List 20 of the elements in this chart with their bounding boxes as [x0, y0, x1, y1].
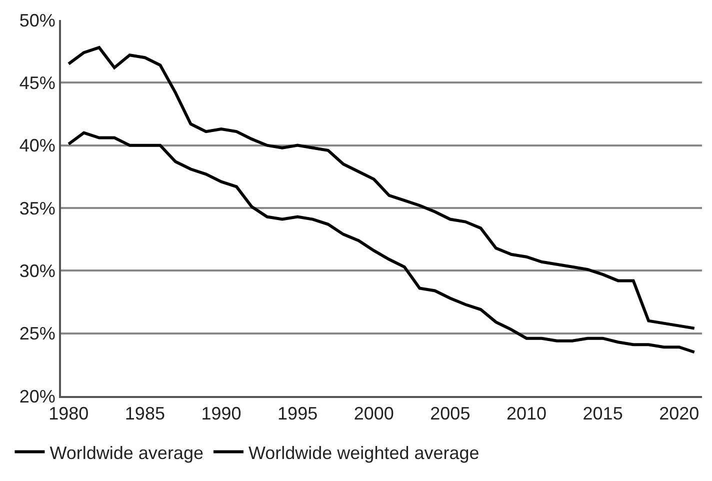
legend-label: Worldwide weighted average [248, 442, 480, 463]
line-series [67, 46, 696, 330]
y-tick-label: 20% [19, 386, 56, 406]
line-series [67, 131, 696, 354]
x-tick-label: 1990 [201, 404, 242, 424]
x-tick-label: 1980 [48, 404, 89, 424]
y-tick-label: 35% [19, 198, 56, 218]
x-tick-label: 2010 [506, 404, 547, 424]
y-tick-label: 50% [19, 10, 56, 30]
y-tick-label: 40% [19, 136, 56, 156]
x-tick-label: 2005 [430, 404, 470, 424]
x-tick-label: 2020 [659, 404, 700, 424]
legend-label: Worldwide average [50, 442, 204, 463]
y-tick-label: 45% [19, 72, 56, 93]
y-tick-label: 25% [19, 324, 56, 344]
x-tick-label: 2000 [354, 404, 394, 424]
x-tick-label: 2015 [582, 404, 623, 424]
x-tick-label: 1995 [278, 404, 318, 424]
x-tick-label: 1985 [124, 404, 165, 424]
y-tick-label: 30% [19, 260, 56, 281]
